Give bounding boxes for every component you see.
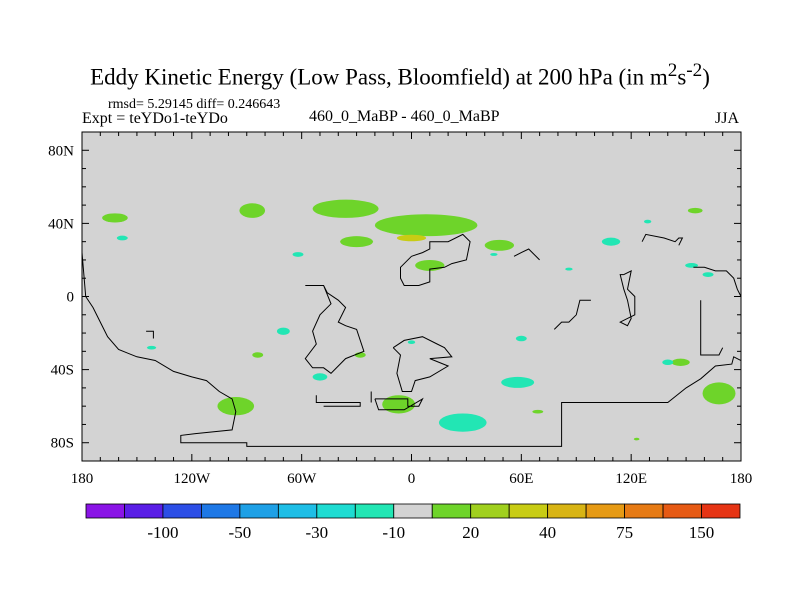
coast-antarctic-piece [374, 397, 424, 411]
anomaly-region-neg-nh-pacific-east [685, 263, 698, 268]
colorbar-box [239, 503, 279, 519]
anomaly-region-pos-sh-pacific-se [702, 382, 736, 405]
coast-pacific-east [693, 266, 741, 297]
colorbar-box [124, 503, 164, 519]
coast-patagonia [315, 395, 361, 407]
anomaly-region-neg-sh-pacific [146, 345, 157, 350]
anomaly-region-neg-sh-pacific-east2 [662, 359, 674, 366]
y-tick-label: 80N [48, 143, 74, 159]
colorbar-box [393, 503, 433, 519]
coast-africa-tip [392, 336, 453, 392]
y-tick-label: 40S [51, 363, 74, 379]
anomaly-region-pos-nh-eurasia-core [396, 234, 427, 242]
coast-africa [400, 233, 471, 286]
anomaly-region-pos-nh-europe [374, 214, 478, 237]
anomaly-region-neg-sh-indian [515, 335, 527, 342]
title-main: Eddy Kinetic Energy (Low Pass, Bloomfiel… [90, 64, 668, 90]
coast-europe-east [513, 248, 540, 261]
anomaly-region-pos-nh-atlantic-left [340, 236, 374, 248]
anomaly-region-neg-nh-pacific-west [116, 235, 128, 241]
coast-tiny-pacific [146, 330, 154, 339]
anomaly-region-neg-nh-asia-east [601, 237, 621, 246]
colorbar-label: 20 [462, 523, 479, 542]
subtitle: 460_0_MaBP - 460_0_MaBP [309, 108, 500, 125]
y-tick-label: 40N [48, 216, 74, 232]
colorbar-box [431, 503, 472, 519]
coast-asia-mid [619, 269, 636, 327]
colorbar-box [162, 503, 202, 519]
x-tick-label: 60E [509, 471, 533, 487]
anomaly-region-pos-nh-pacific-mid [239, 203, 266, 218]
title-close: ) [702, 64, 710, 90]
anomaly-region-neg-nh-east-tiny [643, 219, 652, 224]
anomaly-region-pos-sh-pacific-east [252, 352, 264, 358]
x-tick-label: 0 [408, 471, 416, 487]
coast-asia-east [641, 233, 684, 246]
anomaly-region-neg-nh-pacific-east2 [702, 272, 714, 277]
coast-west-americas [82, 252, 741, 447]
colorbar-label: -30 [305, 523, 328, 542]
colorbar-label: 40 [539, 523, 556, 542]
x-tick-label: 120E [615, 471, 647, 487]
x-tick-label: 120W [173, 471, 211, 487]
coast-pacific-east2 [700, 300, 724, 356]
anomaly-region-neg-sh-atlantic-mid [312, 373, 328, 381]
colorbar-label: -10 [382, 523, 405, 542]
colorbar-box [470, 503, 510, 519]
title-sup2: -2 [686, 60, 703, 81]
coast-pacific-mid [553, 299, 591, 330]
anomaly-region-pos-nh-asia [484, 239, 515, 251]
anomaly-region-neg-nh-asia-tiny [490, 252, 498, 256]
anomaly-region-neg-sh-indian-south [501, 376, 535, 388]
anomaly-region-neg-sh-pacific-east [276, 327, 290, 335]
anomaly-region-pos-sh-pacific-south [217, 397, 255, 416]
season-label: JJA [715, 110, 740, 127]
axis-ticks: 180 120W 60W 0 60E 120E 180 80N 40N 0 40S 80S [48, 131, 753, 487]
anomaly-region-neg-sh-africa-south [438, 413, 487, 432]
chart-title: Eddy Kinetic Energy (Low Pass, Bloomfiel… [0, 60, 800, 91]
colorbar-box [547, 503, 587, 519]
colorbar-box [585, 503, 625, 519]
y-tick-label: 0 [67, 290, 75, 306]
anomaly-region-pos-sh-indian-south [532, 409, 544, 414]
anomaly-regions [102, 199, 736, 441]
coastlines [82, 233, 741, 447]
anomaly-region-pos-sh-pacific-tiny [633, 437, 640, 441]
colorbar-label: 75 [616, 523, 633, 542]
experiment-label: Expt = teYDo1-teYDo [82, 110, 228, 127]
colorbar-label: -100 [147, 523, 178, 542]
anomaly-region-neg-nh-atlantic [292, 252, 304, 257]
y-tick-label: 80S [51, 436, 74, 452]
stats-label: rmsd= 5.29145 diff= 0.246643 [108, 97, 281, 112]
colorbar-box [277, 503, 318, 519]
colorbar-box [662, 503, 702, 519]
x-tick-label: 180 [730, 471, 753, 487]
anomaly-region-pos-nh-pacific-west [102, 213, 128, 223]
coast-americas-east [304, 285, 365, 374]
colorbar-box [316, 503, 356, 519]
colorbar-box [624, 503, 664, 519]
colorbar-box [508, 503, 549, 519]
colorbar-box [201, 503, 241, 519]
title-mid: s [677, 64, 687, 90]
title-sup1: 2 [667, 60, 678, 81]
x-tick-label: 60W [287, 471, 317, 487]
colorbar: -100 -50 -30 -10 20 40 75 150 [85, 503, 741, 542]
anomaly-region-pos-sh-atlantic-south [382, 395, 416, 414]
anomaly-region-neg-sh-atlantic [407, 340, 416, 345]
colorbar-box [701, 503, 741, 519]
anomaly-region-pos-nh-pacific-east [687, 207, 703, 214]
anomaly-region-neg-nh-asia-tiny2 [565, 267, 573, 271]
x-tick-label: 180 [71, 471, 94, 487]
anomaly-region-pos-sh-australia [671, 358, 690, 366]
plot-area [82, 132, 741, 461]
colorbar-box [85, 503, 125, 519]
colorbar-label: 150 [689, 523, 715, 542]
anomaly-region-pos-nh-atlantic-north [312, 199, 379, 218]
colorbar-label: -50 [229, 523, 252, 542]
colorbar-box [354, 503, 395, 519]
